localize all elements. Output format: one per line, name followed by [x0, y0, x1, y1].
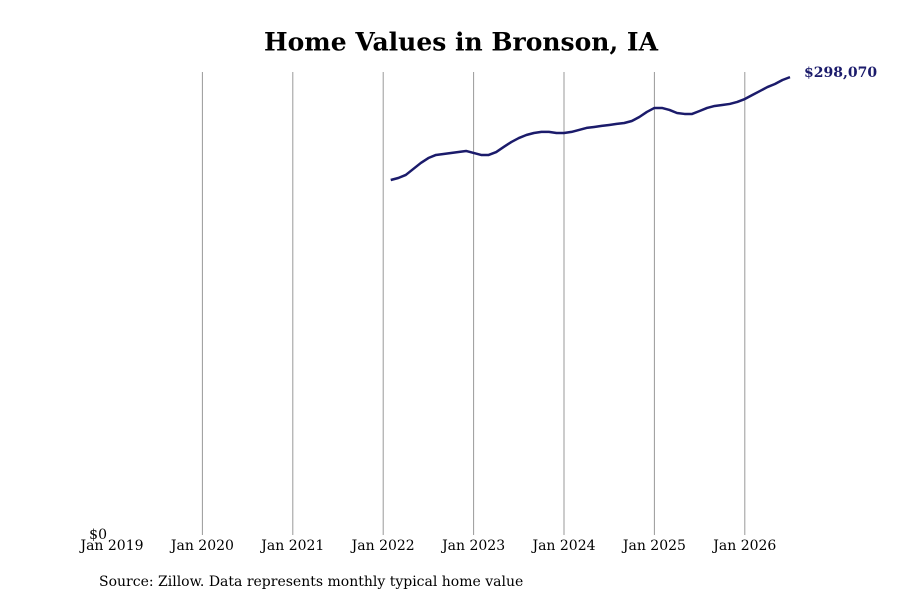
- x-tick-label: Jan 2022: [350, 538, 415, 554]
- line-series: [390, 75, 791, 182]
- x-tick-label: Jan 2021: [259, 538, 324, 554]
- x-tick-label: Jan 2023: [440, 538, 505, 554]
- value-label: $298,070: [804, 65, 877, 81]
- x-tick-label: Jan 2026: [711, 538, 776, 554]
- x-tick-label: Jan 2019: [78, 538, 143, 554]
- x-tick-label: Jan 2020: [169, 538, 234, 554]
- x-tick-label: Jan 2025: [621, 538, 686, 554]
- source-note: Source: Zillow. Data represents monthly …: [99, 574, 523, 590]
- y-tick-label: $0: [89, 527, 107, 543]
- chart-title: Home Values in Bronson, IA: [264, 28, 659, 57]
- x-tick-label: Jan 2024: [530, 538, 595, 554]
